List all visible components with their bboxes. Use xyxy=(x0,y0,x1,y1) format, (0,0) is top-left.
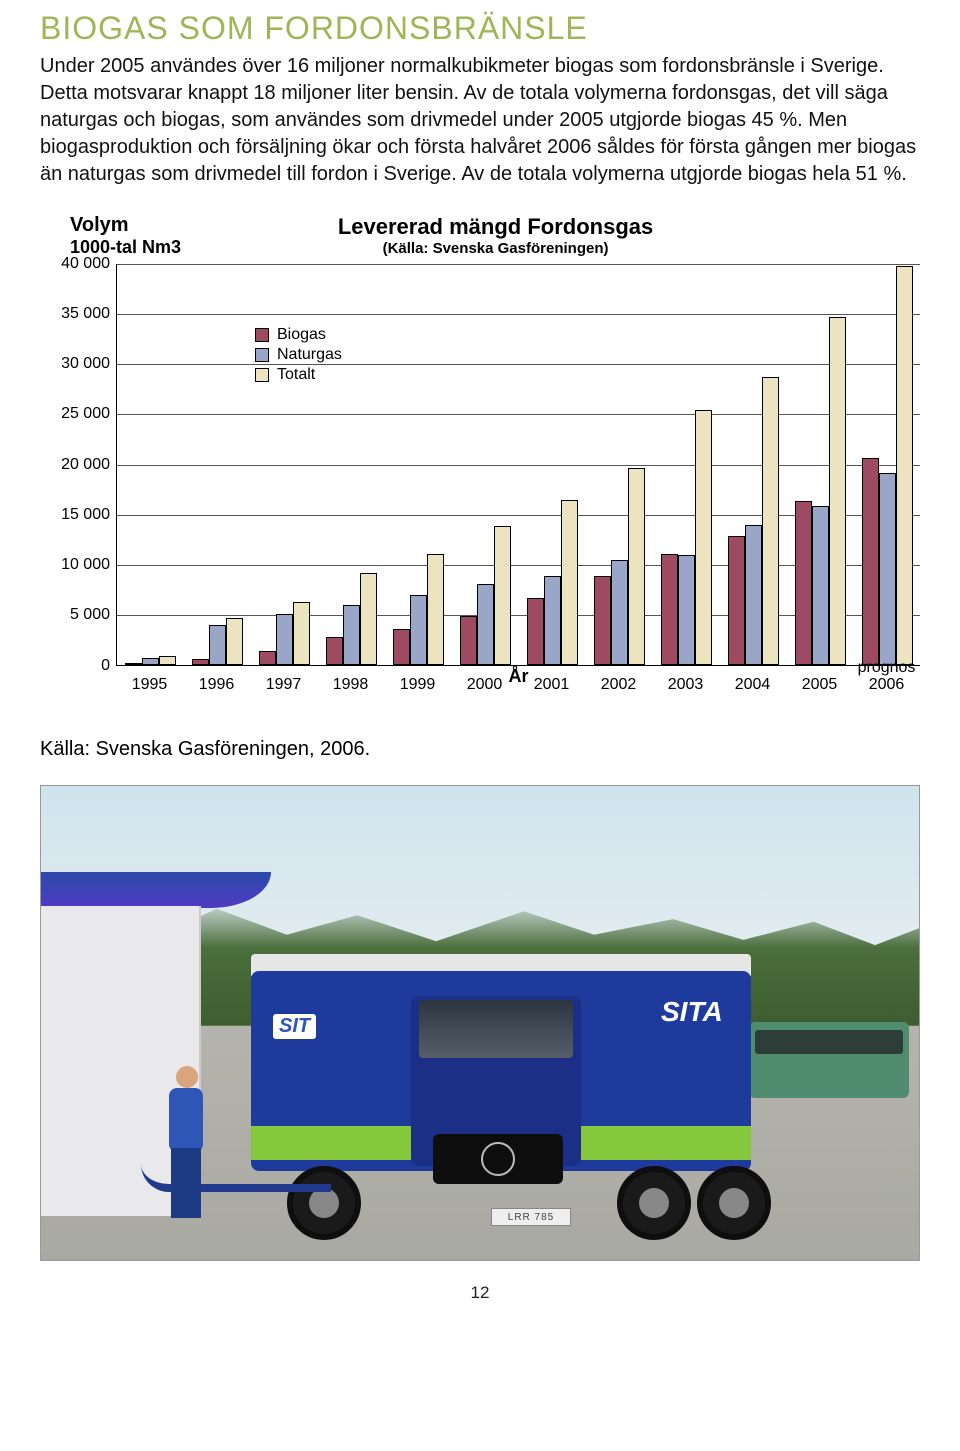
chart-subtitle: (Källa: Svenska Gasföreningen) xyxy=(181,240,810,257)
legend-item: Totalt xyxy=(255,366,342,384)
bar xyxy=(527,598,544,664)
chart-gridline xyxy=(117,314,920,315)
xtick-label: 2002 xyxy=(601,676,637,694)
bar xyxy=(343,605,360,664)
bar xyxy=(209,625,226,665)
bar xyxy=(544,576,561,664)
bar xyxy=(561,500,578,665)
legend-swatch xyxy=(255,328,269,342)
bar xyxy=(695,410,712,664)
bar xyxy=(611,560,628,665)
bar xyxy=(159,656,176,665)
ytick-label: 25 000 xyxy=(40,405,110,423)
bar xyxy=(393,629,410,665)
xtick-label: 2000 xyxy=(467,676,503,694)
bar xyxy=(226,618,243,664)
bar xyxy=(276,614,293,664)
bar xyxy=(427,554,444,665)
legend-swatch xyxy=(255,368,269,382)
bar xyxy=(896,266,913,665)
xtick-label: 2004 xyxy=(735,676,771,694)
bar-group xyxy=(259,602,310,664)
xtick-label: 1996 xyxy=(199,676,235,694)
xtick-label: 1999 xyxy=(400,676,436,694)
truck-logo: SITA xyxy=(661,996,723,1028)
bar-group xyxy=(728,377,779,664)
xtick-label: 1995 xyxy=(132,676,168,694)
bar xyxy=(661,554,678,665)
bar xyxy=(862,458,879,665)
bar-group xyxy=(192,618,243,664)
bar xyxy=(628,468,645,665)
bar xyxy=(745,525,762,665)
yaxis-title: Volym xyxy=(40,214,181,237)
ytick-label: 40 000 xyxy=(40,255,110,273)
bar xyxy=(594,576,611,664)
bar xyxy=(795,501,812,665)
legend-item: Biogas xyxy=(255,326,342,344)
xtick-label: prognos2006 xyxy=(858,660,916,694)
xtick-label: 2005 xyxy=(802,676,838,694)
bar xyxy=(192,659,209,665)
ytick-label: 0 xyxy=(40,657,110,675)
chart-title: Levererad mängd Fordonsgas xyxy=(181,214,810,240)
legend-label: Totalt xyxy=(277,366,315,384)
bar xyxy=(678,555,695,665)
legend-swatch xyxy=(255,348,269,362)
chart-plot-area: Biogas Naturgas Totalt År 0 5 000 10 000 15 0… xyxy=(40,264,920,694)
bar xyxy=(326,637,343,665)
bar xyxy=(477,584,494,664)
legend-label: Naturgas xyxy=(277,346,342,364)
legend-label: Biogas xyxy=(277,326,326,344)
bar-group xyxy=(125,656,176,665)
bar xyxy=(142,658,159,665)
license-plate: LRR 785 xyxy=(491,1208,571,1226)
bar xyxy=(728,536,745,665)
body-paragraph: Under 2005 användes över 16 miljoner nor… xyxy=(40,53,920,188)
ytick-label: 15 000 xyxy=(40,506,110,524)
bar xyxy=(460,616,477,664)
bar xyxy=(879,473,896,665)
chart-gridline xyxy=(117,264,920,265)
ytick-label: 20 000 xyxy=(40,456,110,474)
bar xyxy=(812,506,829,665)
page-title: BIOGAS SOM FORDONSBRÄNSLE xyxy=(40,10,920,47)
bar xyxy=(494,526,511,665)
xaxis-title: År xyxy=(508,666,528,687)
bar xyxy=(360,573,377,664)
bar-group xyxy=(862,266,913,665)
bar xyxy=(410,595,427,664)
ytick-label: 35 000 xyxy=(40,305,110,323)
ytick-label: 30 000 xyxy=(40,355,110,373)
chart-legend: Biogas Naturgas Totalt xyxy=(247,316,354,394)
bar-group xyxy=(527,500,578,665)
legend-item: Naturgas xyxy=(255,346,342,364)
chart-plot: BiogasNaturgasTotalt År xyxy=(116,264,920,666)
bar-group xyxy=(594,468,645,665)
photo-illustration: SITA SIT LRR 785 xyxy=(40,785,920,1261)
bar-group xyxy=(460,526,511,665)
xtick-label: 2003 xyxy=(668,676,704,694)
bar xyxy=(762,377,779,664)
bar xyxy=(293,602,310,664)
bar-group xyxy=(393,554,444,665)
xtick-label: 1998 xyxy=(333,676,369,694)
xtick-label: 1997 xyxy=(266,676,302,694)
xtick-label: 2001 xyxy=(534,676,570,694)
ytick-label: 5 000 xyxy=(40,606,110,624)
bar-group xyxy=(326,573,377,664)
bar xyxy=(259,651,276,665)
bar-group xyxy=(661,410,712,664)
bar xyxy=(829,317,846,665)
bar-group xyxy=(795,317,846,665)
page-number: 12 xyxy=(40,1283,920,1303)
cab-logo: SIT xyxy=(273,1014,316,1039)
bar xyxy=(125,663,142,665)
ytick-label: 10 000 xyxy=(40,556,110,574)
chart-container: Volym 1000-tal Nm3 Levererad mängd Fordo… xyxy=(40,214,920,694)
source-line: Källa: Svenska Gasföreningen, 2006. xyxy=(40,738,920,761)
